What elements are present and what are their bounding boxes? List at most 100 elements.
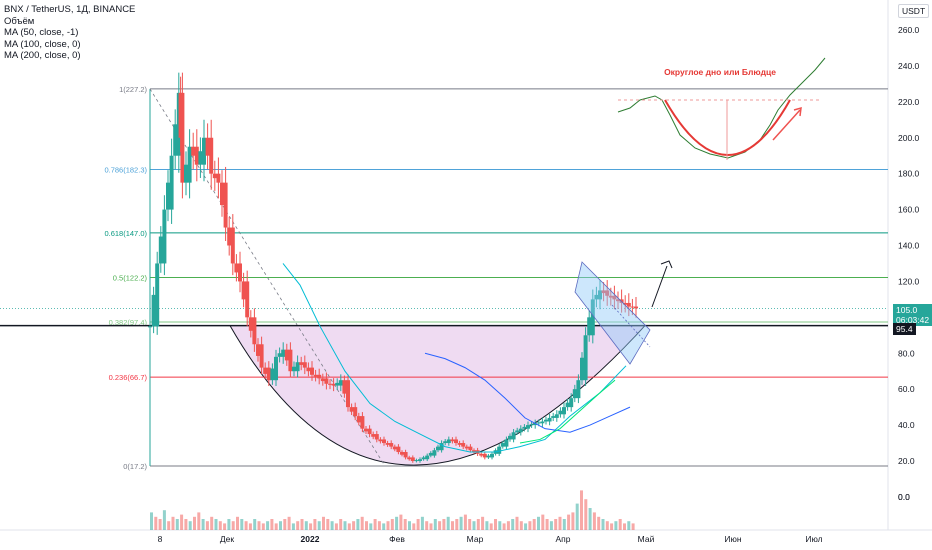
ma100-legend[interactable]: MA (100, close, 0) (4, 38, 81, 50)
candle-body (428, 452, 433, 456)
candle-body (547, 417, 552, 422)
candle-body (324, 378, 329, 384)
ma50-legend[interactable]: MA (50, close, -1) (4, 27, 79, 38)
volume-bar (515, 516, 519, 530)
volume-bar (296, 521, 300, 530)
candle-body (587, 317, 592, 336)
volume-bar (365, 521, 368, 530)
volume-bar (416, 519, 420, 530)
candle-body (342, 380, 347, 394)
volume-bar (554, 519, 558, 530)
x-tick-label: Июл (805, 534, 822, 544)
volume-bar (567, 514, 571, 530)
volume-bar (343, 521, 347, 530)
volume-bar (446, 516, 450, 530)
volume-bar (545, 519, 549, 530)
candle-body (572, 389, 577, 399)
candle-body (328, 383, 332, 385)
candle-body (518, 428, 523, 433)
volume-bar (403, 519, 407, 530)
candle-body (353, 407, 358, 417)
candle-body (252, 317, 257, 345)
volume-legend[interactable]: Объём (4, 15, 35, 27)
candle-body (202, 137, 206, 165)
volume-bar (291, 523, 295, 530)
candle-body (259, 344, 264, 368)
volume-bar (300, 519, 304, 530)
x-tick-label: Июн (724, 534, 741, 544)
volume-bar (167, 521, 171, 530)
candle-body (223, 182, 228, 228)
candle-body (256, 344, 260, 356)
candle-body (320, 378, 325, 382)
x-tick-label: 8 (158, 534, 163, 544)
volume-bar (463, 514, 467, 530)
candle-body (187, 146, 192, 183)
candle-body (421, 457, 426, 460)
volume-bar (240, 519, 244, 530)
candle-body (349, 407, 354, 412)
volume-bar (180, 514, 184, 530)
fib-level-label: 0.382(97.4) (109, 318, 148, 327)
candle-body (536, 422, 541, 424)
y-tick-label: 120.0 (898, 276, 920, 286)
candle-body (234, 263, 239, 273)
candle-body (472, 450, 476, 453)
y-tick-label: 40.0 (898, 420, 915, 430)
candle-body (266, 367, 271, 381)
candle-body (407, 457, 412, 460)
last-price-value: 105.0 (896, 305, 918, 315)
volume-bar (592, 512, 596, 530)
currency-button[interactable]: USDT (898, 4, 930, 18)
candle-body (529, 424, 534, 426)
volume-bar (562, 519, 566, 530)
flag-channel (574, 261, 651, 365)
y-tick-label: 240.0 (898, 61, 920, 71)
x-tick-label: Апр (556, 534, 571, 544)
candle-body (598, 290, 602, 300)
candle-body (295, 362, 300, 372)
candle-body (457, 443, 462, 445)
volume-bar (580, 490, 583, 530)
volume-bar (588, 508, 592, 530)
volume-bar (614, 521, 618, 530)
volume-bar (248, 523, 252, 530)
candle-body (216, 173, 221, 183)
volume-bar (326, 519, 330, 530)
candle-body (630, 306, 635, 308)
candle-body (565, 402, 570, 408)
volume-bar (236, 516, 239, 530)
candle-body (436, 446, 440, 451)
fib-level-label: 0.618(147.0) (104, 229, 147, 238)
ma200-legend[interactable]: MA (200, close, 0) (4, 50, 81, 61)
inset-price-line (617, 57, 826, 159)
volume-bar (442, 519, 446, 530)
volume-bar (266, 521, 270, 530)
volume-bar (373, 519, 377, 530)
volume-bar (150, 512, 153, 530)
candle-body (335, 382, 340, 386)
candle-body (554, 414, 559, 418)
candle-body (450, 439, 455, 442)
volume-bar (360, 516, 364, 530)
volume-bar (476, 519, 480, 530)
last-price-tag: 105.0 06:03:42 (893, 304, 932, 326)
volume-bar (188, 521, 192, 530)
candle-body (288, 349, 293, 372)
level-price-tag: 95.4 (893, 323, 916, 335)
volume-bar (605, 521, 609, 530)
fib-level-label: 0.786(182.3) (104, 166, 147, 175)
candle-body (511, 432, 516, 440)
volume-bar (279, 521, 282, 530)
volume-bar (322, 516, 325, 530)
fib-level-label: 0.5(122.2) (113, 273, 148, 282)
candle-body (191, 146, 196, 156)
candle-body (414, 460, 419, 462)
volume-bar (571, 512, 575, 530)
x-tick-label: 2022 (301, 534, 320, 544)
volume-bar (408, 521, 411, 530)
symbol-title[interactable]: BNX / TetherUS, 1Д, BINANCE (4, 4, 136, 15)
volume-bar (429, 523, 433, 530)
candle-body (590, 299, 595, 336)
